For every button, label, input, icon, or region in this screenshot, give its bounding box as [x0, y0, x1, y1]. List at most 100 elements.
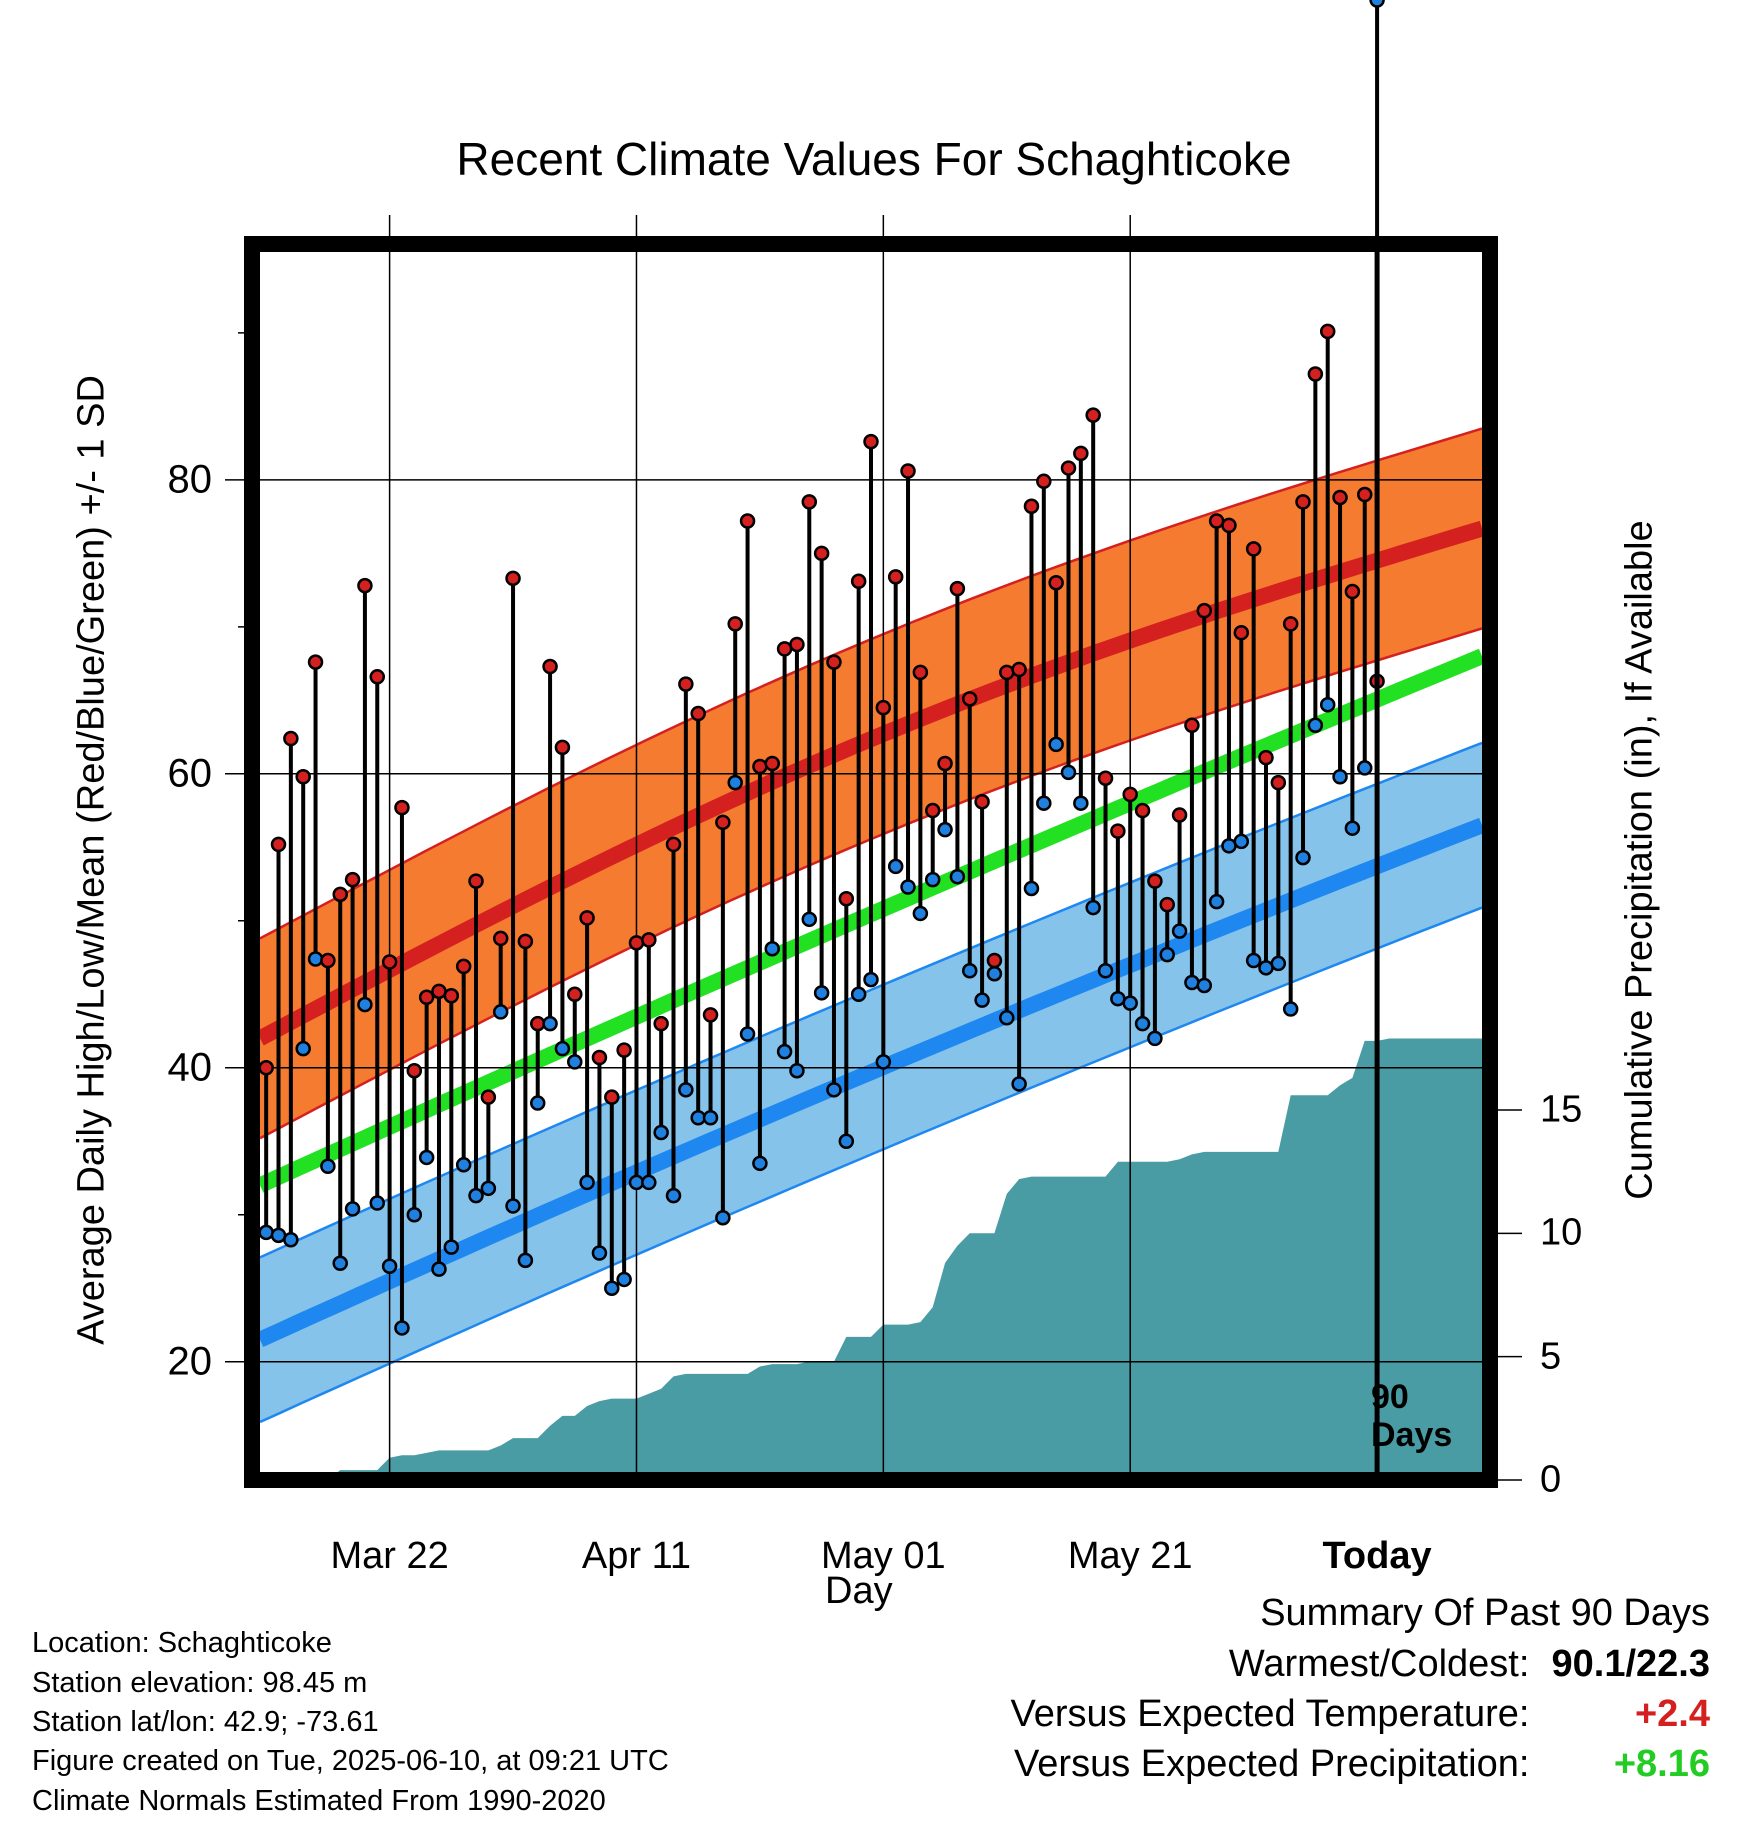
today-days-number: 90 — [1371, 1378, 1409, 1416]
daily-high-point — [542, 658, 558, 675]
daily-low-point — [357, 996, 373, 1013]
daily-low-point — [813, 985, 830, 1001]
daily-high-point — [1208, 513, 1225, 529]
daily-high-point — [628, 935, 645, 951]
daily-high-point — [776, 641, 793, 657]
daily-low-point — [752, 1155, 768, 1172]
daily-low-point — [1221, 838, 1237, 854]
daily-low-point — [1048, 736, 1064, 753]
daily-high-point — [1073, 445, 1089, 462]
daily-high-point — [801, 494, 818, 510]
daily-high-point — [826, 654, 842, 670]
daily-high-point — [431, 983, 447, 1000]
daily-low-point — [529, 1095, 546, 1111]
daily-high-point — [1147, 873, 1163, 889]
y2-tick-label: 10 — [1540, 1211, 1583, 1254]
daily-high-point — [715, 814, 731, 831]
daily-high-point — [1295, 494, 1311, 510]
daily-high-point — [1344, 583, 1361, 600]
daily-low-point — [1270, 955, 1287, 972]
today-days-word: Days — [1371, 1416, 1453, 1455]
cumulative-precip-area — [266, 1038, 1482, 1472]
daily-low-point — [443, 1239, 460, 1255]
daily-low-point — [1332, 768, 1348, 785]
daily-low-point — [567, 1054, 583, 1070]
y2-axis-label: Cumulative Precipitation (in), If Availa… — [1618, 520, 1661, 1200]
y-tick-label: 40 — [167, 1045, 213, 1090]
daily-low-point — [492, 1004, 509, 1020]
daily-high-point — [850, 573, 867, 590]
x-axis-label: Day — [825, 1570, 893, 1612]
daily-low-point — [1258, 960, 1274, 976]
daily-low-point — [999, 1010, 1015, 1026]
daily-high-point — [739, 513, 756, 529]
daily-low-point — [394, 1320, 410, 1336]
daily-low-point — [1171, 923, 1188, 939]
daily-low-point — [406, 1207, 423, 1223]
daily-low-point — [949, 868, 966, 885]
daily-high-point — [1245, 541, 1262, 557]
daily-high-point — [653, 1015, 669, 1032]
x-tick-label: Mar 22 — [330, 1535, 449, 1577]
x-tick-label: May 21 — [1067, 1535, 1193, 1577]
info-latlon: Station lat/lon: 42.9; -73.61 — [32, 1706, 379, 1738]
plot-frame — [244, 236, 1498, 1488]
daily-low-point — [542, 1015, 558, 1032]
daily-low-point — [1208, 893, 1225, 910]
daily-high-point — [1023, 498, 1040, 515]
daily-low-point — [295, 1040, 311, 1057]
daily-high-point — [1122, 786, 1138, 803]
daily-high-point — [937, 755, 953, 772]
daily-low-point — [320, 1158, 336, 1175]
daily-high-point — [295, 768, 311, 785]
daily-high-point — [320, 952, 336, 969]
summary-warmest-value: 90.1/22.3 — [1551, 1643, 1710, 1685]
daily-low-point — [369, 1195, 386, 1211]
daily-high-point — [949, 580, 966, 597]
daily-low-point — [641, 1174, 657, 1191]
daily-low-point — [1097, 963, 1114, 979]
daily-high-point — [492, 930, 509, 947]
y-tick-label: 20 — [167, 1339, 213, 1384]
daily-high-point — [1356, 486, 1373, 503]
daily-low-point — [381, 1258, 398, 1274]
daily-low-point — [1085, 899, 1101, 916]
daily-low-point — [912, 905, 929, 922]
daily-high-point — [567, 986, 583, 1003]
daily-low-point — [900, 879, 916, 895]
daily-high-point — [999, 664, 1015, 681]
daily-high-point — [1085, 407, 1101, 423]
summary-title: Summary Of Past 90 Days — [1260, 1592, 1710, 1634]
daily-high-point — [1048, 574, 1064, 591]
summary-precip-label: Versus Expected Precipitation: — [1014, 1743, 1530, 1785]
today-days-label: 90 Days — [1371, 1378, 1452, 1454]
summary-precip-row: Versus Expected Precipitation: +8.16 — [1014, 1743, 1710, 1786]
daily-low-point — [801, 911, 818, 928]
info-created: Figure created on Tue, 2025-06-10, at 09… — [32, 1745, 669, 1777]
daily-high-point — [727, 616, 743, 632]
summary-warmest-row: Warmest/Coldest: 90.1/22.3 — [1229, 1643, 1710, 1686]
daily-low-point — [1233, 833, 1250, 850]
daily-high-point — [764, 755, 781, 772]
daily-low-point — [1295, 849, 1311, 866]
daily-high-point — [357, 577, 373, 594]
low-normal-band-lower-edge — [260, 906, 1482, 1424]
daily-high-point — [1258, 749, 1274, 766]
daily-high-point — [961, 691, 978, 707]
daily-low-point — [591, 1245, 608, 1261]
daily-high-point — [1171, 807, 1188, 823]
daily-high-point — [369, 669, 386, 685]
daily-high-point — [394, 799, 410, 816]
daily-low-point — [307, 951, 324, 967]
daily-high-point — [986, 952, 1003, 969]
y-tick-label: 80 — [167, 457, 213, 502]
daily-low-point — [678, 1082, 694, 1098]
daily-high-point — [665, 836, 682, 853]
daily-high-point — [1036, 473, 1052, 490]
daily-low-point — [924, 871, 941, 888]
x-tick-label: Apr 11 — [581, 1535, 692, 1577]
daily-high-point — [307, 654, 324, 670]
daily-low-point — [702, 1110, 719, 1126]
daily-high-point — [1282, 616, 1299, 632]
